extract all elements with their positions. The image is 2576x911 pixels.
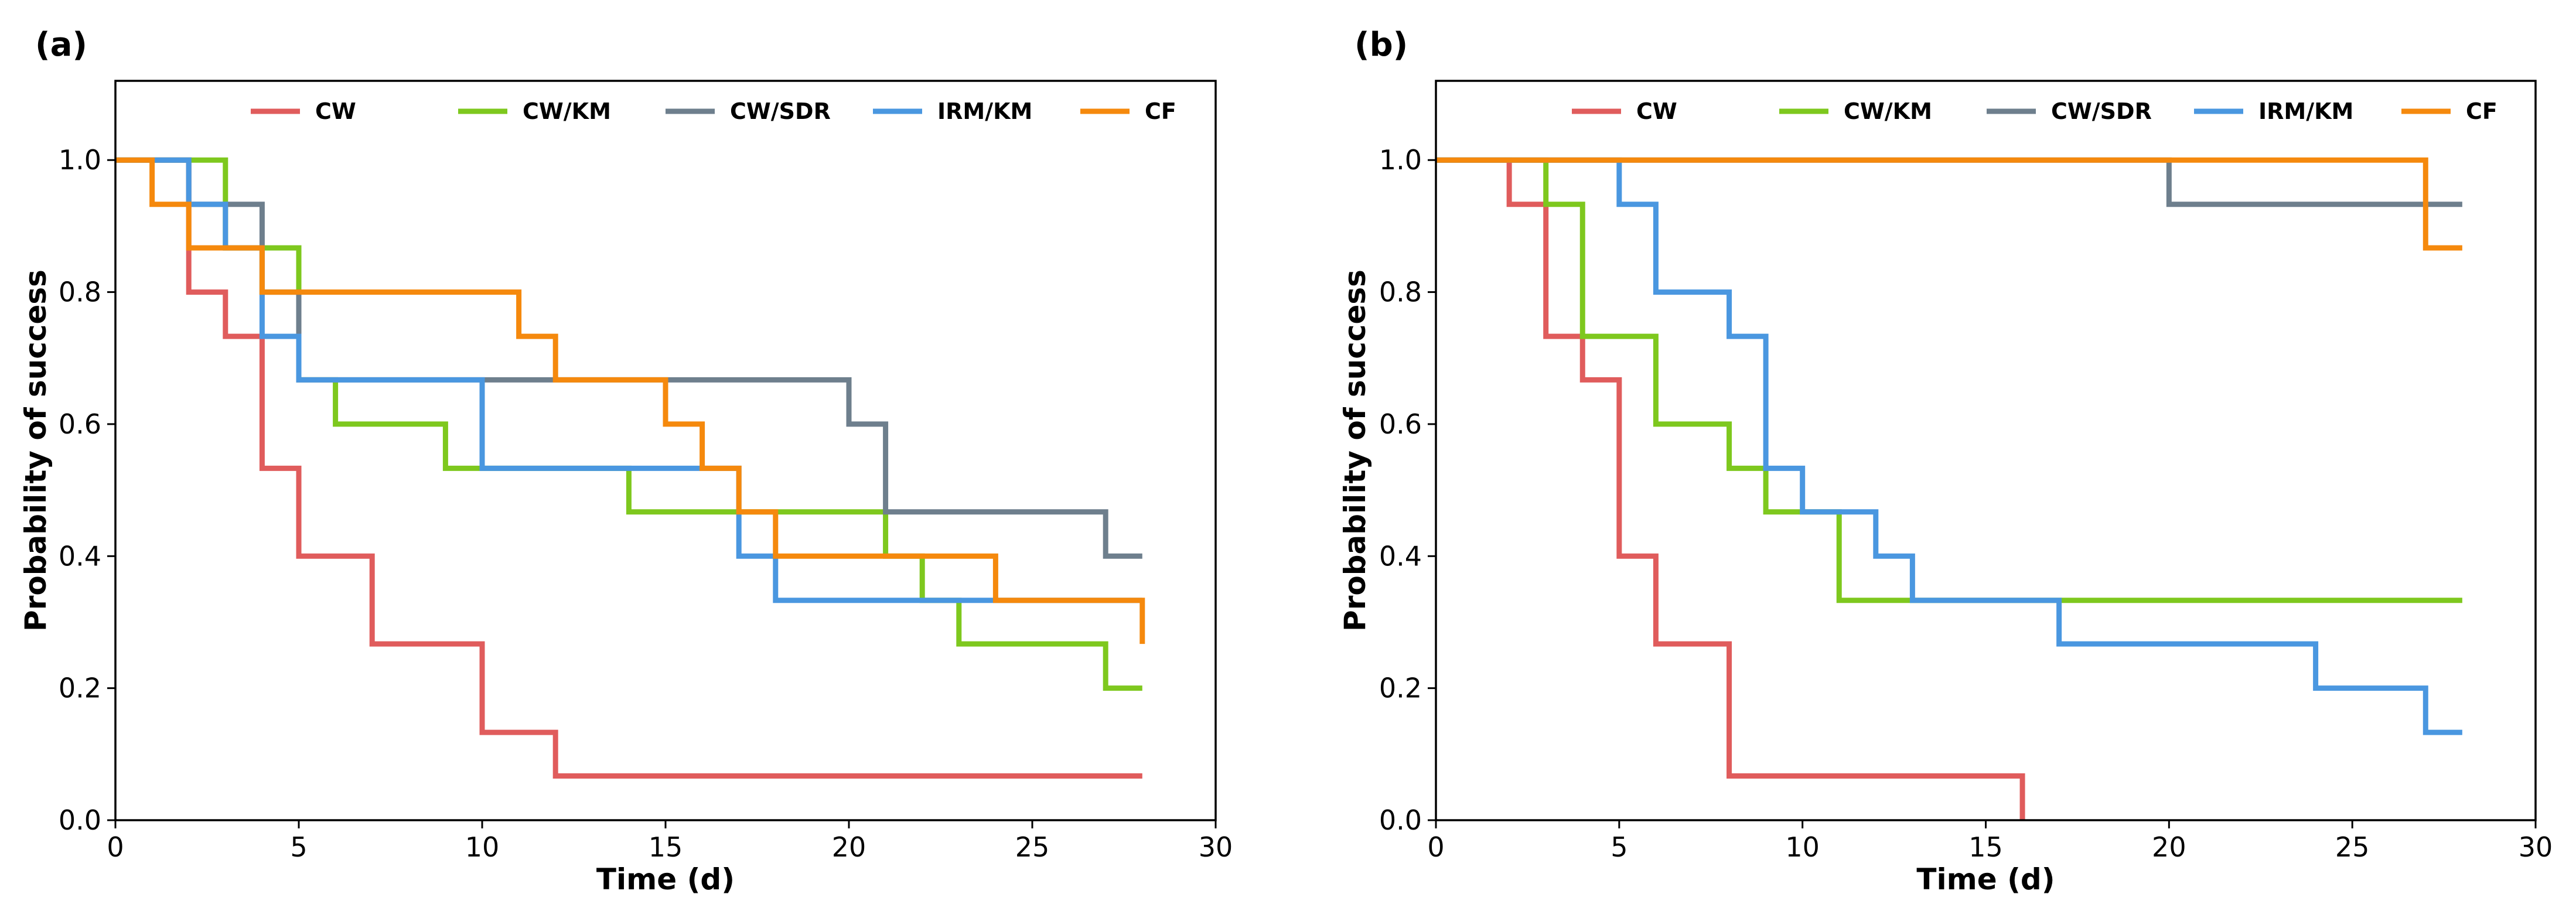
y-tick-label: 0.0 <box>59 804 101 836</box>
y-axis-label: Probability of success <box>1338 269 1372 632</box>
x-tick-label: 15 <box>649 831 683 863</box>
y-tick-label: 0.8 <box>59 277 101 308</box>
x-tick-label: 25 <box>1015 831 1050 863</box>
x-tick-label: 15 <box>1968 831 2003 863</box>
x-tick-label: 5 <box>1611 831 1628 863</box>
panel-label: (a) <box>35 26 87 64</box>
legend-label: CW/KM <box>523 98 611 124</box>
y-tick-label: 0.8 <box>1379 277 1422 308</box>
legend-label: CW/KM <box>1844 98 1932 124</box>
y-tick-label: 1.0 <box>1379 144 1422 176</box>
series-line-cf <box>115 157 1145 644</box>
series-line-irm-km <box>1436 157 2462 735</box>
legend-label: IRM/KM <box>937 98 1032 124</box>
legend: CW CW/KM CW/SDR IRM/KM CF <box>251 98 1176 124</box>
x-tick-label: 0 <box>107 831 124 863</box>
x-tick-label: 0 <box>1427 831 1444 863</box>
chart-panel-1: (a) 0 5 10 15 20 25 30 0.0 0.2 0.4 0.6 0.8 1.0 Time (d… <box>19 26 1233 896</box>
series-group <box>115 157 1145 779</box>
x-tick-label: 30 <box>2519 831 2553 863</box>
y-tick-label: 0.2 <box>1379 673 1422 704</box>
series-line-cw <box>115 157 1142 779</box>
x-tick-label: 10 <box>1785 831 1820 863</box>
x-tick-label: 25 <box>2335 831 2370 863</box>
legend-label: CW/SDR <box>730 98 831 124</box>
y-tick-label: 0.2 <box>59 673 101 704</box>
x-tick-label: 10 <box>465 831 500 863</box>
y-tick-label: 0.6 <box>1379 408 1422 440</box>
y-tick-label: 0.4 <box>1379 540 1422 572</box>
series-line-cw <box>1436 157 2025 820</box>
series-line-cf <box>1436 157 2462 251</box>
legend-label: CW/SDR <box>2051 98 2152 124</box>
series-line-cw-km <box>115 157 1142 691</box>
y-tick-label: 1.0 <box>59 144 101 176</box>
y-tick-label: 0.6 <box>59 408 101 440</box>
y-tick-label: 0.4 <box>59 540 101 572</box>
x-tick-label: 20 <box>2152 831 2186 863</box>
x-tick-label: 30 <box>1199 831 1233 863</box>
legend-label: CF <box>2466 98 2497 124</box>
x-tick-label: 5 <box>290 831 307 863</box>
y-axis-label: Probability of success <box>19 269 53 632</box>
legend-label: CW <box>315 98 356 124</box>
legend: CW CW/KM CW/SDR IRM/KM CF <box>1572 98 2497 124</box>
series-line-irm-km <box>115 157 1142 603</box>
legend-label: CW <box>1636 98 1677 124</box>
series-group <box>1436 157 2462 820</box>
chart-panel-2: (b) 0 5 10 15 20 25 30 0.0 0.2 0.4 0.6 0.8 1.0 Time (d… <box>1338 26 2553 896</box>
legend-label: CF <box>1145 98 1176 124</box>
y-tick-label: 0.0 <box>1379 804 1422 836</box>
panel-label: (b) <box>1354 26 1408 64</box>
x-tick-label: 20 <box>832 831 866 863</box>
x-axis-label: Time (d) <box>1916 862 2055 896</box>
x-axis-label: Time (d) <box>596 862 735 896</box>
legend-label: IRM/KM <box>2258 98 2353 124</box>
